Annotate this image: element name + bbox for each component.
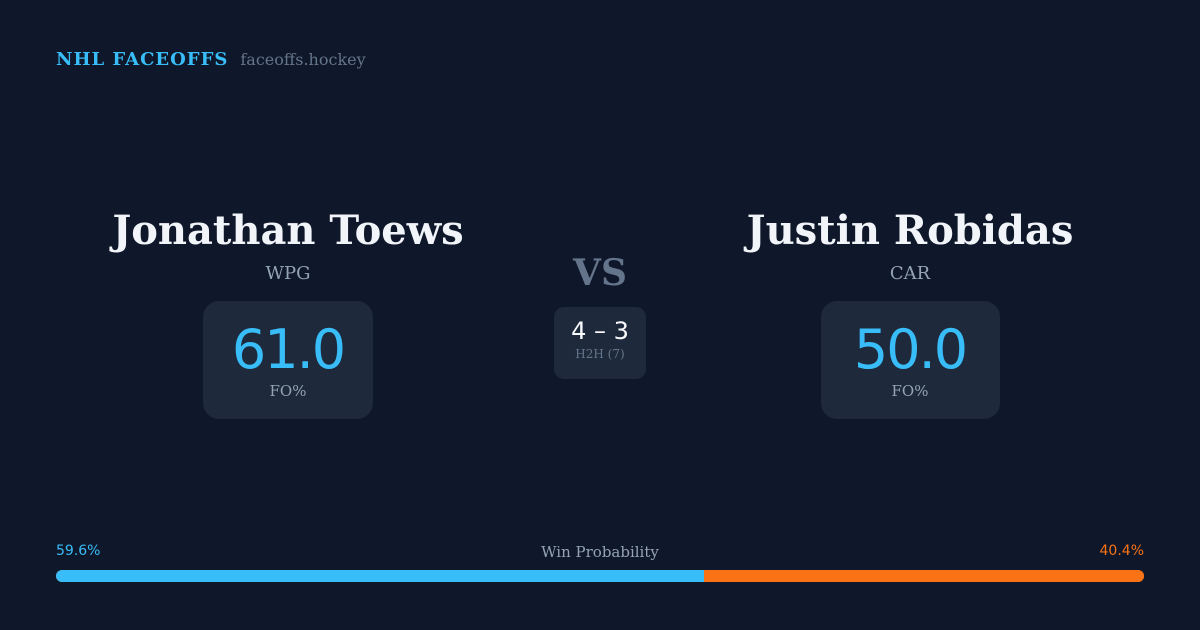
win-prob-bar-right [704, 570, 1144, 582]
win-prob-title: Win Probability [541, 543, 659, 561]
h2h-score: 4 – 3 [571, 317, 629, 345]
player-left: Jonathan Toews WPG 61.0 FO% [88, 205, 488, 419]
faceoff-card: 50.0 FO% [820, 301, 1000, 419]
faceoff-label: FO% [891, 382, 929, 400]
player-right: Justin Robidas CAR 50.0 FO% [710, 205, 1110, 419]
win-prob-left: 59.6% [56, 543, 101, 559]
player-name: Justin Robidas [746, 207, 1074, 254]
win-prob-right: 40.4% [1099, 543, 1144, 559]
win-probability-bar [56, 570, 1144, 582]
player-team: CAR [889, 263, 931, 284]
vs-label: VS [573, 252, 627, 294]
brand-site: faceoffs.hockey [240, 50, 366, 69]
faceoff-label: FO% [269, 382, 307, 400]
faceoff-percentage: 50.0 [853, 318, 968, 381]
head-to-head-card: 4 – 3 H2H (7) [554, 307, 646, 379]
brand-name: NHL FACEOFFS [56, 49, 229, 70]
player-name: Jonathan Toews [112, 207, 464, 254]
brand-header: NHL FACEOFFS faceoffs.hockey [56, 49, 366, 70]
h2h-label: H2H (7) [575, 347, 625, 361]
win-prob-bar-left [56, 570, 705, 582]
faceoff-card: 61.0 FO% [203, 301, 373, 419]
player-team: WPG [265, 263, 311, 284]
faceoff-percentage: 61.0 [231, 318, 346, 381]
